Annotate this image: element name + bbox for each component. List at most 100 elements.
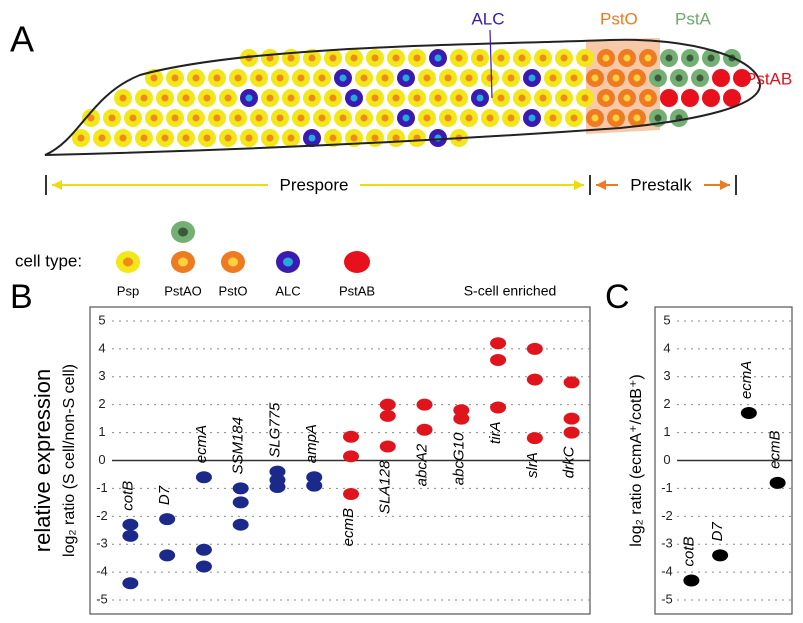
data-point xyxy=(159,513,175,525)
cell-nucleus xyxy=(687,55,694,62)
category-label: SLA128 xyxy=(377,460,394,514)
cell-nucleus xyxy=(540,55,547,62)
cell-nucleus xyxy=(445,115,452,122)
cell-nucleus xyxy=(225,135,232,142)
cell-nucleus xyxy=(540,95,547,102)
cell-nucleus xyxy=(151,115,158,122)
data-point xyxy=(527,374,543,386)
cell-nucleus xyxy=(372,135,379,142)
cell-nucleus xyxy=(214,75,221,82)
callout: PstAB xyxy=(745,69,792,88)
cell-nucleus xyxy=(351,55,358,62)
cell-nucleus xyxy=(645,55,652,62)
cell-nucleus xyxy=(550,75,557,82)
cell-nucleus xyxy=(141,95,148,102)
y-tick-label: 4 xyxy=(98,340,105,355)
cell-nucleus xyxy=(288,95,295,102)
callout: ALC xyxy=(471,9,504,28)
callout: PstO xyxy=(600,9,638,28)
cell-nucleus xyxy=(435,55,442,62)
cell-nucleus xyxy=(288,55,295,62)
legend-label: Psp xyxy=(117,283,139,298)
cell-nucleus xyxy=(477,95,484,102)
cell-nucleus xyxy=(183,135,190,142)
data-point xyxy=(770,477,786,489)
data-point xyxy=(527,343,543,355)
cell-nucleus xyxy=(225,95,232,102)
cell-nucleus xyxy=(571,75,578,82)
data-point xyxy=(417,424,433,436)
legend-label: PstO xyxy=(219,283,248,298)
cell-nucleus xyxy=(393,135,400,142)
data-point xyxy=(564,427,580,439)
cell-nucleus xyxy=(550,115,557,122)
cell-nucleus xyxy=(109,115,116,122)
cell-nucleus xyxy=(351,135,358,142)
y-tick-label: 1 xyxy=(663,424,670,439)
cell-nucleus xyxy=(393,55,400,62)
cell-nucleus xyxy=(256,75,263,82)
cell-nucleus xyxy=(393,95,400,102)
cell-nucleus xyxy=(603,55,610,62)
data-point xyxy=(490,354,506,366)
cell-nucleus xyxy=(508,115,515,122)
cell-nucleus xyxy=(204,95,211,102)
cell-nucleus xyxy=(655,75,662,82)
cell-nucleus xyxy=(729,95,736,102)
cell-nucleus xyxy=(319,75,326,82)
data-point xyxy=(233,482,249,494)
cell-nucleus xyxy=(414,95,421,102)
cell-nucleus xyxy=(645,95,652,102)
cell-nucleus xyxy=(235,115,242,122)
cell-nucleus xyxy=(718,75,725,82)
category-label: ampA xyxy=(303,424,320,463)
cell-nucleus xyxy=(172,75,179,82)
cell-nucleus xyxy=(256,115,263,122)
category-label: cotB xyxy=(680,536,697,566)
cell-nucleus xyxy=(603,95,610,102)
y-tick-label: 5 xyxy=(98,312,105,327)
cell-nucleus xyxy=(235,75,242,82)
data-point xyxy=(196,561,212,573)
data-point xyxy=(343,488,359,500)
y-tick-label: -1 xyxy=(96,480,108,495)
data-point xyxy=(380,399,396,411)
cell-nucleus xyxy=(687,95,694,102)
region-label: Prestalk xyxy=(630,175,692,194)
cell-nucleus xyxy=(708,55,715,62)
cell-nucleus xyxy=(624,95,631,102)
cell-nucleus xyxy=(592,75,599,82)
cell-nucleus xyxy=(498,95,505,102)
y-tick-label: 1 xyxy=(98,424,105,439)
y-tick-label: 0 xyxy=(98,452,105,467)
cell-nucleus xyxy=(561,55,568,62)
data-point xyxy=(741,407,757,419)
cell-nucleus xyxy=(697,75,704,82)
data-point xyxy=(233,519,249,531)
cell-nucleus xyxy=(613,115,620,122)
category-label: abcA2 xyxy=(414,443,431,486)
cell-nucleus xyxy=(382,75,389,82)
y-tick-label: 3 xyxy=(98,368,105,383)
cell-nucleus xyxy=(529,115,536,122)
cell-nucleus xyxy=(277,115,284,122)
cell-nucleus xyxy=(204,135,211,142)
y-axis-label: log₂ ratio (ecmA⁺/cotB⁺) xyxy=(628,374,645,546)
legend-label: ALC xyxy=(275,283,300,298)
cell-nucleus xyxy=(519,55,526,62)
annotation: S-cell enriched xyxy=(464,283,557,299)
data-point xyxy=(306,480,322,492)
data-point xyxy=(564,376,580,388)
y-tick-label: 5 xyxy=(663,312,670,327)
cell-nucleus xyxy=(120,95,127,102)
cell-nucleus xyxy=(519,95,526,102)
cell-nucleus xyxy=(372,55,379,62)
cell-nucleus xyxy=(99,135,106,142)
data-point xyxy=(683,575,699,587)
cell-nucleus xyxy=(267,95,274,102)
cell-nucleus xyxy=(676,75,683,82)
category-label: D7 xyxy=(156,485,173,505)
cell-nucleus xyxy=(529,75,536,82)
figure: A ALC PstO PstA PstAB Prespore Prestalk … xyxy=(0,0,803,618)
cell-nucleus xyxy=(561,95,568,102)
